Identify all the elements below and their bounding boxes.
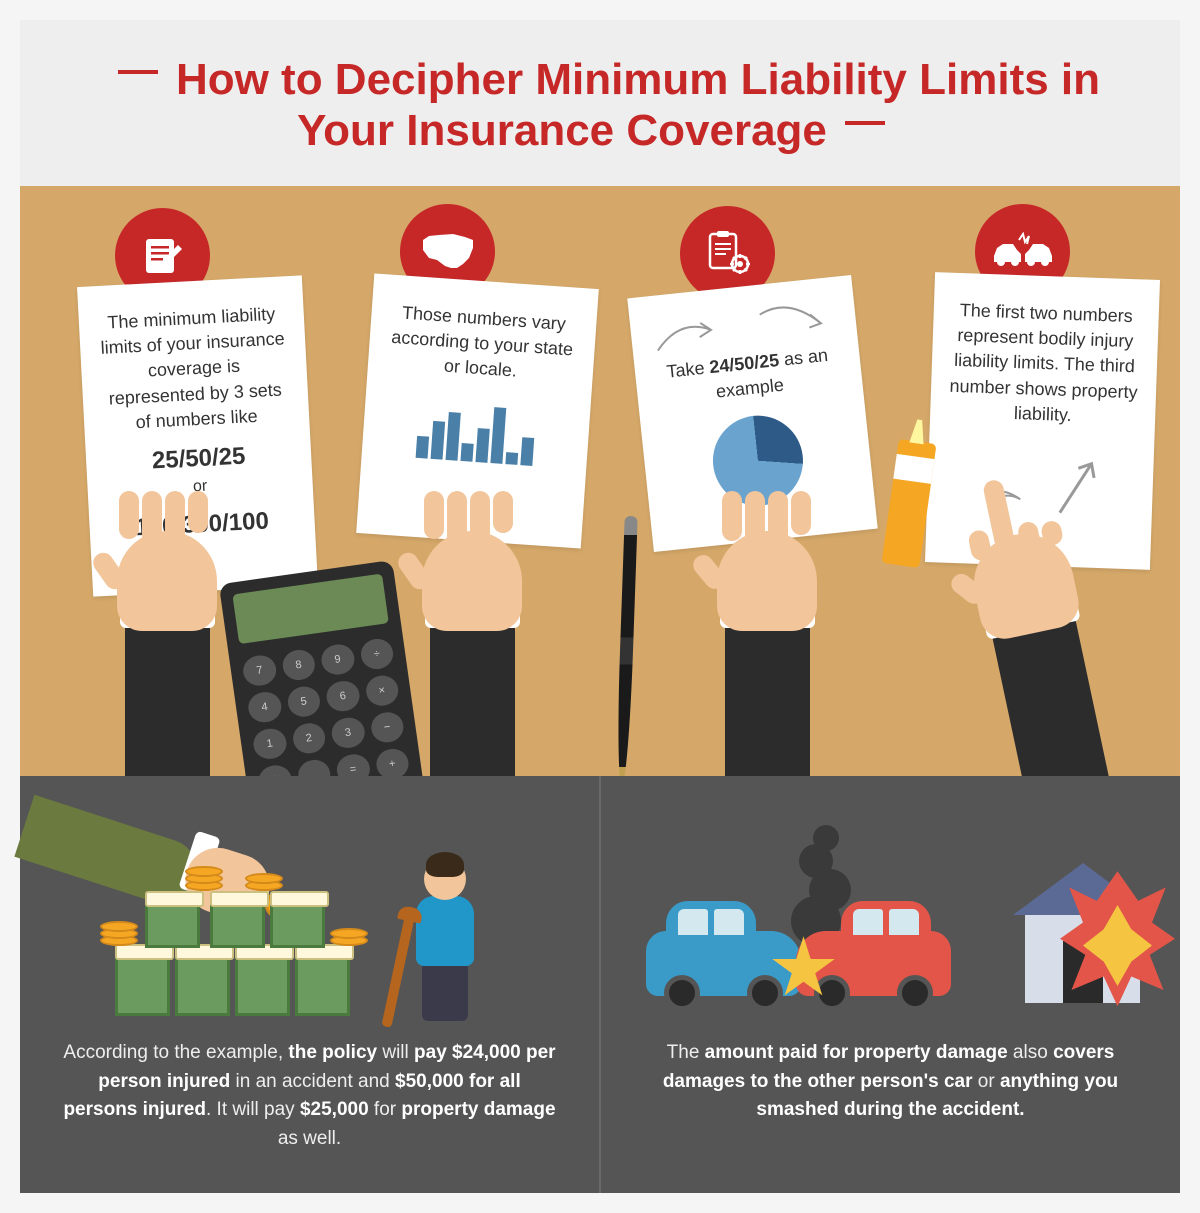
calc-key: 8 xyxy=(280,648,316,682)
fire-icon xyxy=(1060,871,1175,1006)
pen-icon xyxy=(615,516,637,776)
bottom-section: According to the example, the policy wil… xyxy=(20,776,1180,1193)
car-blue-icon xyxy=(646,931,801,996)
desk-section: The minimum liability limits of your ins… xyxy=(20,186,1180,776)
calculator-icon: 7 8 9 ÷ 4 5 6 × 1 2 3 − 0 . = + xyxy=(219,560,426,776)
card1-text: The minimum liability limits of your ins… xyxy=(96,301,291,437)
calc-key: 2 xyxy=(291,721,327,755)
calc-key: 0 xyxy=(257,764,293,777)
header: How to Decipher Minimum Liability Limits… xyxy=(20,20,1180,186)
title-text: How to Decipher Minimum Liability Limits… xyxy=(176,55,1100,155)
crash-house-illustration xyxy=(641,806,1140,1021)
calc-key: ÷ xyxy=(359,637,395,671)
caption-right: The amount paid for property damage also… xyxy=(641,1039,1140,1125)
calc-key: 1 xyxy=(252,727,288,761)
bar xyxy=(490,407,506,464)
bar xyxy=(505,452,518,465)
hand-dropping-coin-icon xyxy=(20,821,200,886)
calc-key: − xyxy=(369,710,405,744)
calc-key: 9 xyxy=(319,643,355,677)
title-dash-right xyxy=(845,121,885,125)
hand-icon xyxy=(125,616,210,776)
bottom-panel-right: The amount paid for property damage also… xyxy=(601,776,1180,1193)
calc-key: 4 xyxy=(246,690,282,724)
title-dash-left xyxy=(118,70,158,74)
calc-key: 5 xyxy=(286,685,322,719)
bar xyxy=(461,443,474,462)
card2-text: Those numbers vary according to your sta… xyxy=(385,300,579,389)
bar xyxy=(431,421,446,460)
hand-pointing-icon xyxy=(990,610,1115,777)
hand-icon xyxy=(430,616,515,776)
calc-keys: 7 8 9 ÷ 4 5 6 × 1 2 3 − 0 . = + xyxy=(241,637,410,776)
calc-key: . xyxy=(296,758,332,776)
bar xyxy=(475,428,489,463)
calc-key: 7 xyxy=(241,654,277,688)
bar xyxy=(416,436,430,459)
calc-screen xyxy=(232,574,388,645)
bar xyxy=(446,412,461,461)
mini-bar-chart xyxy=(380,395,573,468)
money-injury-illustration xyxy=(60,806,559,1021)
calc-key: 6 xyxy=(325,679,361,713)
calc-key: × xyxy=(364,674,400,708)
bottom-panel-left: According to the example, the policy wil… xyxy=(20,776,601,1193)
bar xyxy=(520,437,534,466)
injured-person-icon xyxy=(416,858,474,1021)
calc-key: = xyxy=(335,753,371,777)
hand-icon xyxy=(725,616,810,776)
calc-key: 3 xyxy=(330,716,366,750)
calc-key: + xyxy=(374,747,410,776)
page-title: How to Decipher Minimum Liability Limits… xyxy=(80,55,1120,156)
infographic-container: How to Decipher Minimum Liability Limits… xyxy=(0,0,1200,1213)
card4-text: The first two numbers represent bodily i… xyxy=(948,298,1141,430)
caption-left: According to the example, the policy wil… xyxy=(60,1039,559,1153)
